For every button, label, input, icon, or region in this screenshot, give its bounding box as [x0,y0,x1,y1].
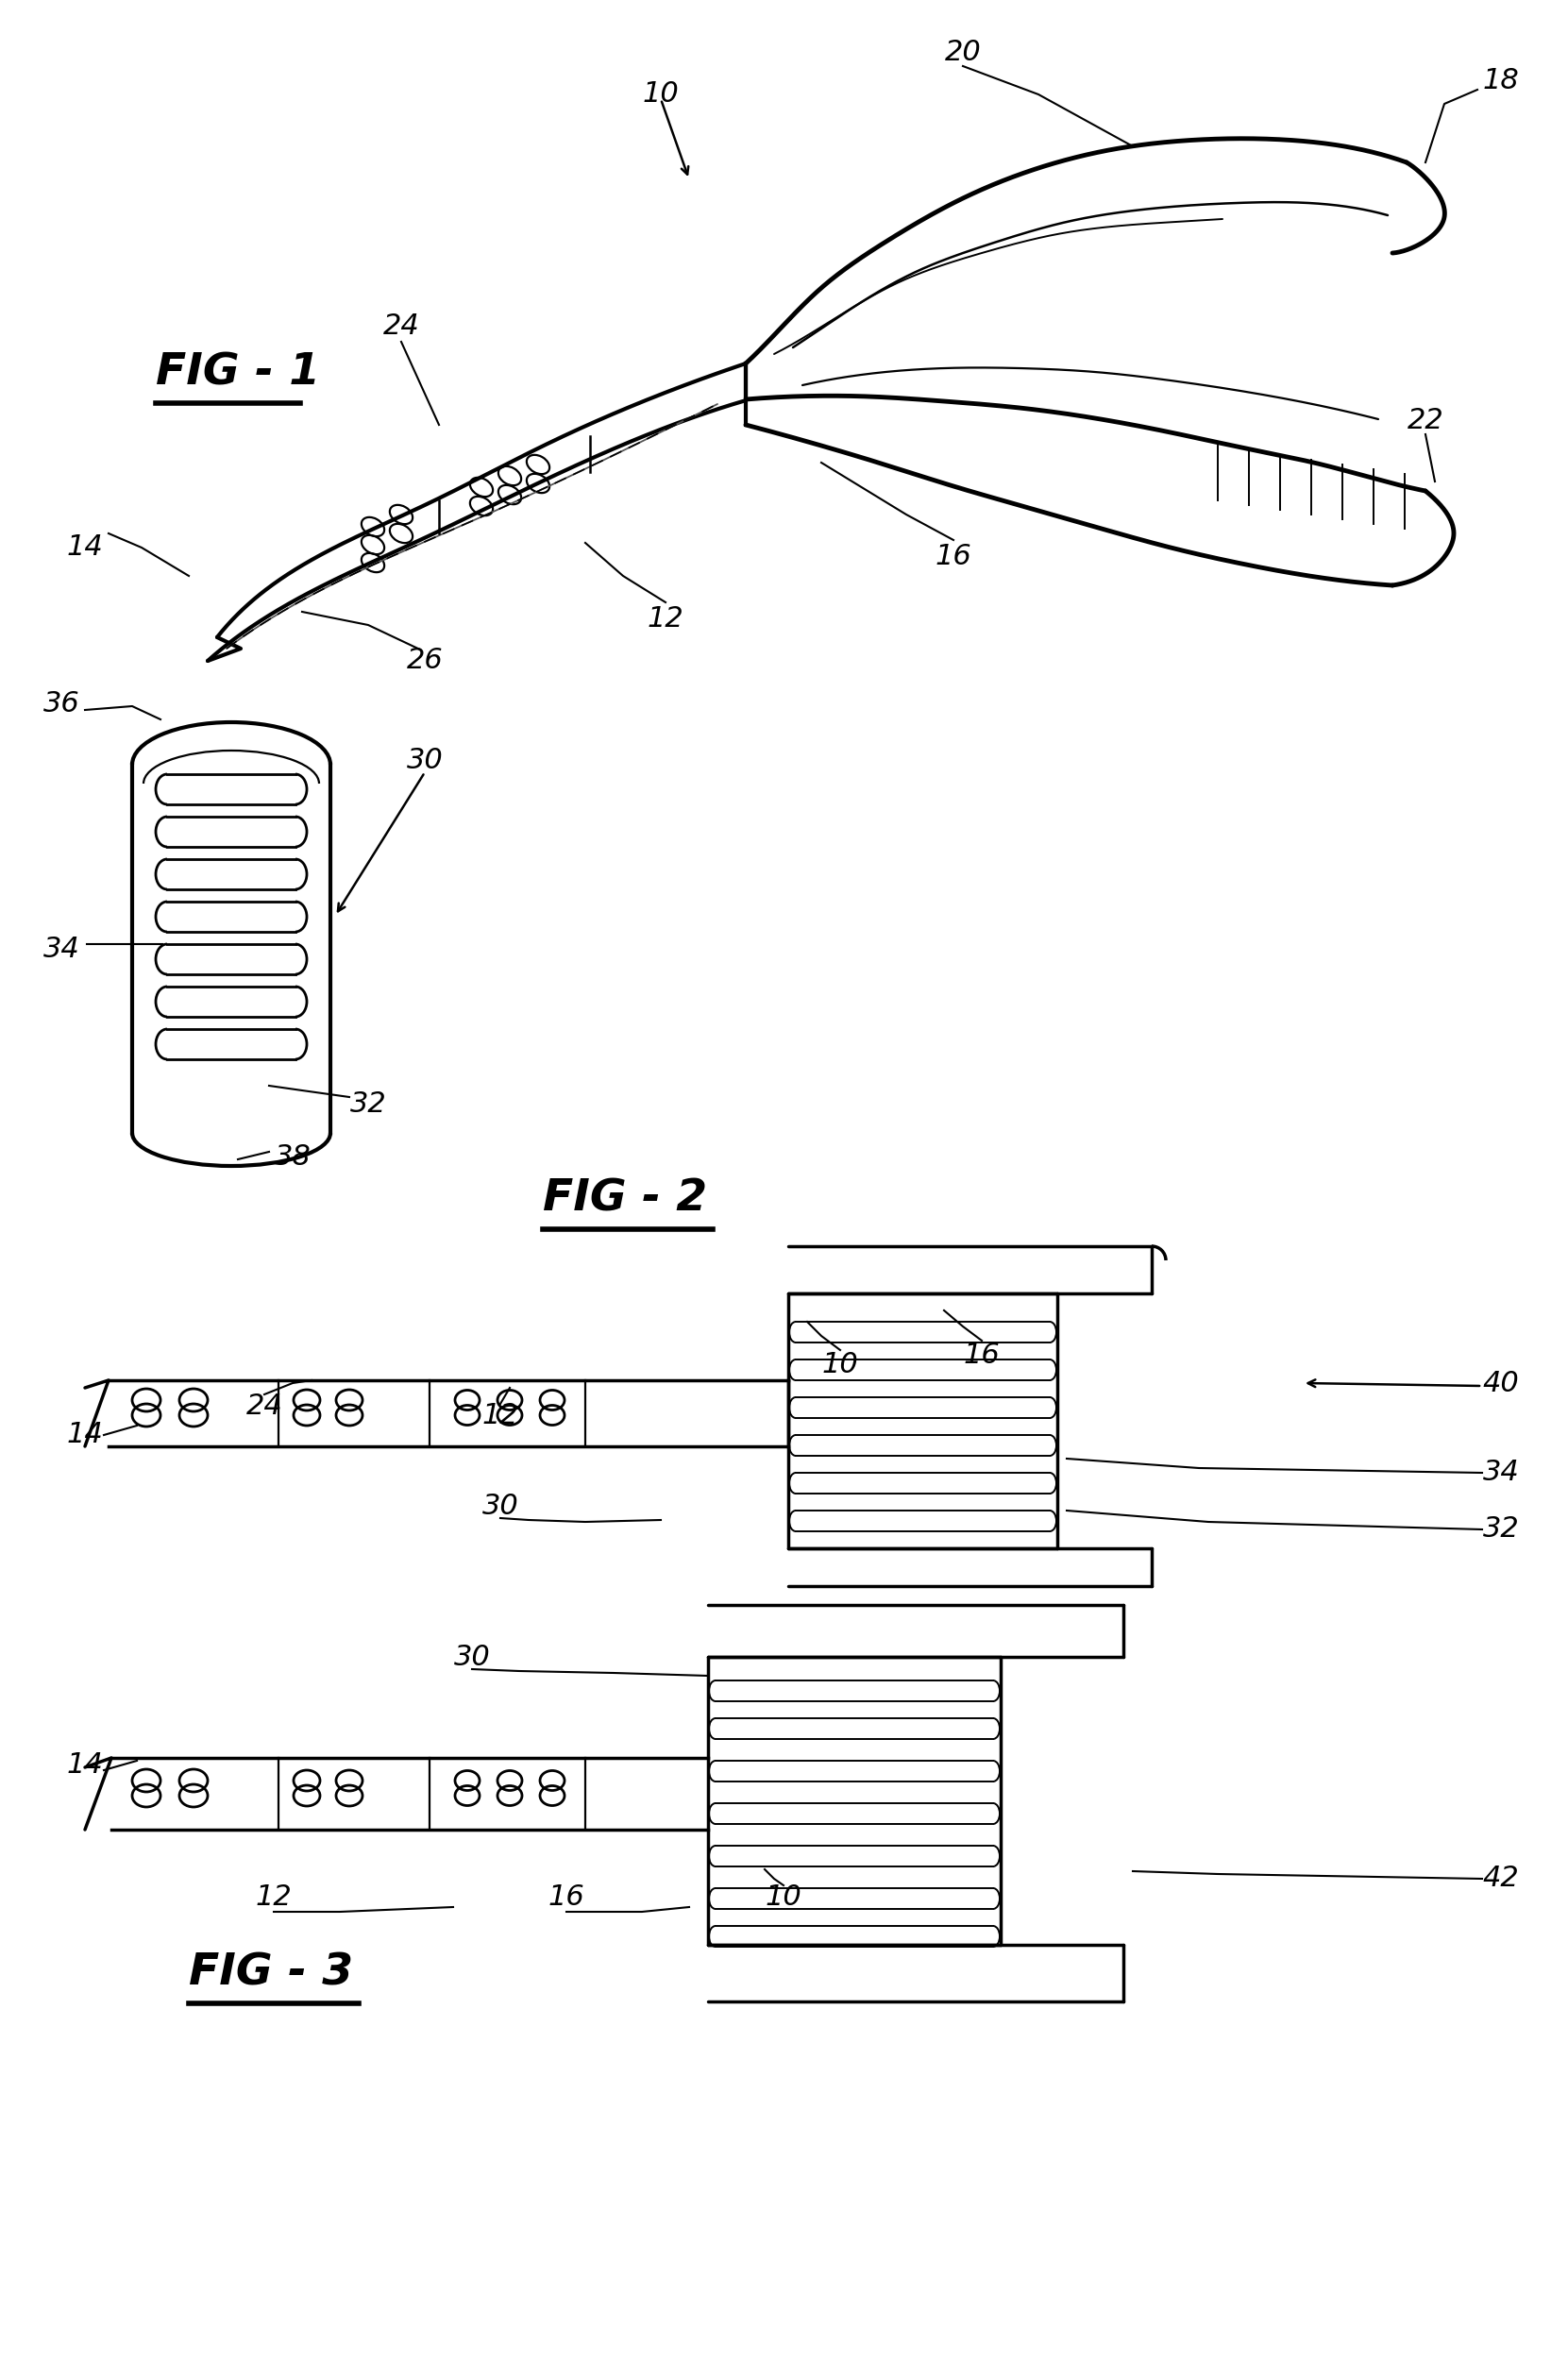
Text: 40: 40 [1483,1369,1519,1397]
Text: 18: 18 [1483,66,1519,95]
Text: FIG - 3: FIG - 3 [188,1953,353,1995]
Text: 36: 36 [42,690,80,716]
Text: 24: 24 [383,312,420,340]
Text: 12: 12 [481,1402,519,1430]
Text: FIG - 2: FIG - 2 [543,1177,707,1220]
Text: 14: 14 [67,534,103,560]
Text: FIG - 1: FIG - 1 [155,352,320,395]
Text: 14: 14 [67,1752,103,1780]
Text: 20: 20 [944,38,982,66]
Text: 38: 38 [274,1142,310,1170]
Text: 30: 30 [453,1643,491,1671]
Text: 24: 24 [246,1392,282,1421]
Text: 30: 30 [406,747,444,773]
Text: 12: 12 [256,1884,292,1912]
Text: 34: 34 [42,936,80,962]
Text: 42: 42 [1483,1865,1519,1894]
Text: 34: 34 [1483,1459,1519,1487]
Text: 16: 16 [935,544,972,570]
Text: 12: 12 [648,605,684,631]
Text: 10: 10 [765,1884,801,1912]
Text: 30: 30 [481,1492,519,1520]
Text: 32: 32 [1483,1515,1519,1544]
Text: 14: 14 [67,1421,103,1449]
Text: 10: 10 [643,80,679,109]
Text: 32: 32 [350,1090,386,1118]
Text: 22: 22 [1406,407,1444,435]
Text: 16: 16 [549,1884,585,1912]
Text: 10: 10 [822,1350,858,1378]
Text: 26: 26 [406,648,444,674]
Text: 16: 16 [963,1340,1000,1369]
